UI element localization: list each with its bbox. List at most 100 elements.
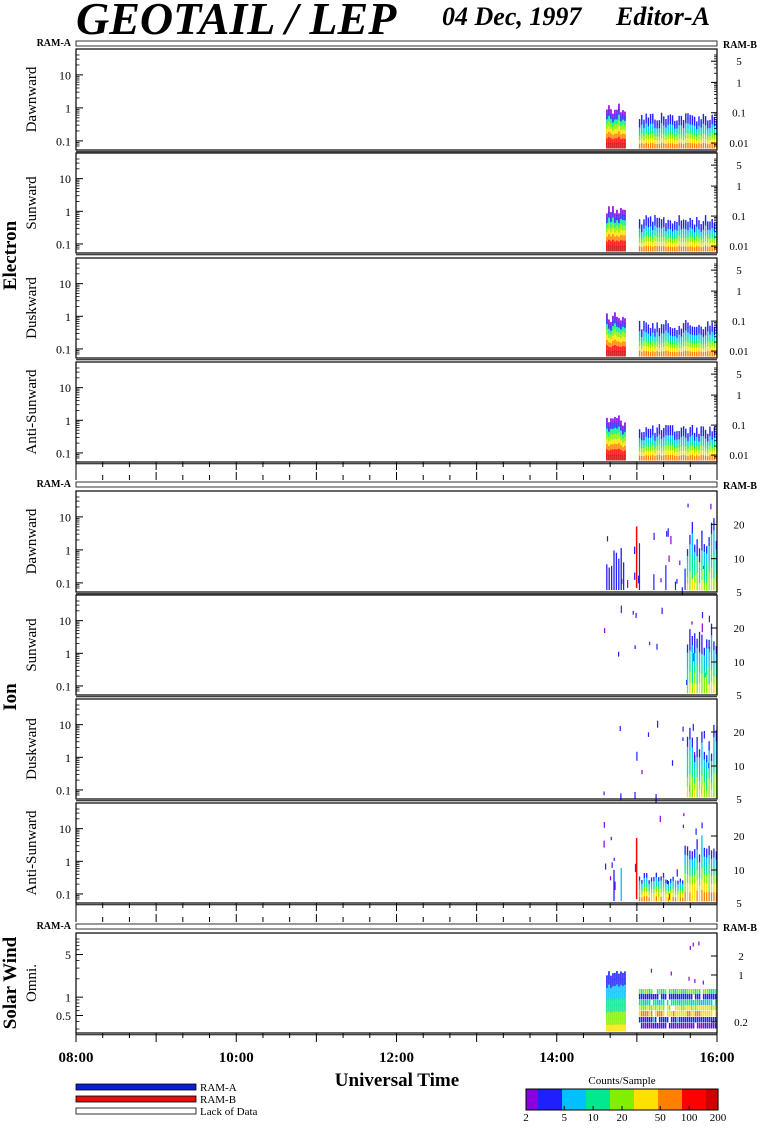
- right-tick-label: 1: [736, 286, 742, 298]
- spectrogram-cell: [612, 135, 614, 140]
- spectrogram-cell: [658, 1017, 661, 1023]
- spectrogram-cell: [709, 426, 711, 432]
- spectrogram-cell: [642, 1000, 645, 1006]
- spectrogram-cell: [671, 435, 674, 441]
- spectrogram-cell: [715, 573, 717, 583]
- spectrogram-cell: [711, 322, 713, 328]
- spectrogram-cell: [704, 455, 707, 461]
- spectrogram-cell: [700, 123, 702, 128]
- spectrogram-cell: [696, 330, 698, 336]
- spectrogram-cell: [680, 332, 683, 337]
- spectrogram-cell: [682, 431, 685, 437]
- spectrogram-cell: [713, 335, 716, 340]
- spectrogram-cell: [665, 890, 667, 895]
- spectrogram-cell: [614, 119, 616, 125]
- spectrogram-cell: [616, 316, 618, 323]
- spectrogram-cell: [674, 242, 676, 248]
- spectrogram-cell: [658, 444, 661, 451]
- spectrogram-cell: [682, 351, 685, 357]
- right-tick-label: 0.01: [729, 346, 748, 358]
- spectrogram-cell: [700, 339, 702, 344]
- spectrogram-cell: [686, 989, 689, 995]
- spectrogram-cell: [682, 880, 684, 885]
- panel-label: Dawnward: [24, 66, 40, 132]
- colorbar-cell: [588, 1089, 591, 1110]
- spectrogram-cell: [691, 645, 693, 656]
- colorbar-cell: [596, 1089, 599, 1110]
- spectrogram-cell: [636, 751, 638, 761]
- right-tick-label: 0.1: [732, 108, 746, 120]
- spectrogram-cell: [689, 227, 691, 233]
- spectrogram-cell: [669, 351, 672, 357]
- spectrogram-cell: [620, 208, 622, 214]
- spectrogram-cell: [610, 428, 612, 435]
- colorbar-cell: [574, 1089, 577, 1110]
- spectrogram-cell: [643, 448, 645, 453]
- spectrogram-cell: [670, 897, 672, 902]
- spectrogram-cell: [638, 350, 641, 357]
- spectrogram-cell: [616, 449, 618, 456]
- spectrogram-cell: [616, 220, 618, 226]
- spectrogram-cell: [698, 631, 701, 643]
- spectrogram-cell: [674, 989, 677, 995]
- spectrogram-cell: [676, 136, 678, 141]
- spectrogram-cell: [653, 532, 655, 540]
- spectrogram-cell: [698, 789, 701, 798]
- spectrogram-cell: [678, 334, 680, 340]
- spectrogram-cell: [614, 998, 616, 1006]
- spectrogram-cell: [678, 435, 680, 440]
- spectrogram-cell: [612, 428, 614, 435]
- spectrogram-cell: [693, 326, 696, 332]
- spectrogram-cell: [703, 766, 705, 775]
- spectrogram-cell: [620, 139, 622, 145]
- spectrogram-cell: [618, 232, 620, 238]
- spectrogram-cell: [656, 144, 658, 149]
- spectrogram-cell: [706, 560, 708, 569]
- spectrogram-cell: [663, 217, 665, 223]
- spectrogram-cell: [648, 880, 650, 885]
- colorbar-tick-label: 50: [655, 1112, 667, 1124]
- colorbar-cell: [584, 1089, 587, 1110]
- spectrogram-cell: [698, 662, 701, 674]
- spectrogram-cell: [649, 236, 652, 242]
- spectrogram-cell: [647, 222, 650, 228]
- spectrogram-cell: [691, 876, 693, 885]
- spectrogram-cell: [624, 997, 626, 1005]
- spectrogram-cell: [691, 578, 693, 591]
- spectrogram-cell: [689, 133, 691, 140]
- spectrogram-cell: [672, 1017, 675, 1023]
- spectrogram-cell: [685, 428, 687, 434]
- spectrogram-cell: [638, 989, 641, 995]
- spectrogram-cell: [711, 223, 713, 229]
- spectrogram-cell: [701, 775, 703, 787]
- spectrogram-cell: [650, 1005, 653, 1011]
- spectrogram-cell: [703, 774, 705, 783]
- colorbar-cell: [612, 1089, 615, 1110]
- spectrogram-cell: [667, 341, 669, 348]
- spectrogram-cell: [687, 440, 689, 446]
- spectrogram-cell: [643, 119, 645, 125]
- spectrogram-cell: [682, 994, 685, 1000]
- spectrogram-cell: [649, 340, 652, 345]
- spectrogram-cell: [696, 994, 699, 1000]
- spectrogram-cell: [641, 879, 643, 884]
- spectrogram-cell: [682, 332, 685, 338]
- spectrogram-cell: [715, 549, 717, 558]
- x-axis-title: Universal Time: [335, 1070, 459, 1091]
- spectrogram-cell: [644, 1017, 647, 1023]
- panel-label: Dawnward: [24, 508, 40, 574]
- spectrogram-cell: [682, 1017, 685, 1023]
- spectrogram-cell: [696, 436, 698, 442]
- spectrogram-cell: [676, 1011, 679, 1017]
- spectrogram-cell: [715, 557, 717, 566]
- spectrogram-cell: [706, 762, 708, 770]
- spectrogram-cell: [687, 221, 689, 227]
- spectrogram-cell: [707, 336, 709, 342]
- spectrogram-cell: [702, 455, 705, 461]
- spectrogram-cell: [618, 1005, 620, 1013]
- spectrogram-cell: [702, 133, 705, 139]
- spectrogram-cell: [663, 337, 665, 343]
- spectrogram-cell: [672, 896, 674, 902]
- spectrogram-cell: [643, 232, 645, 238]
- spectrogram-cell: [669, 343, 672, 349]
